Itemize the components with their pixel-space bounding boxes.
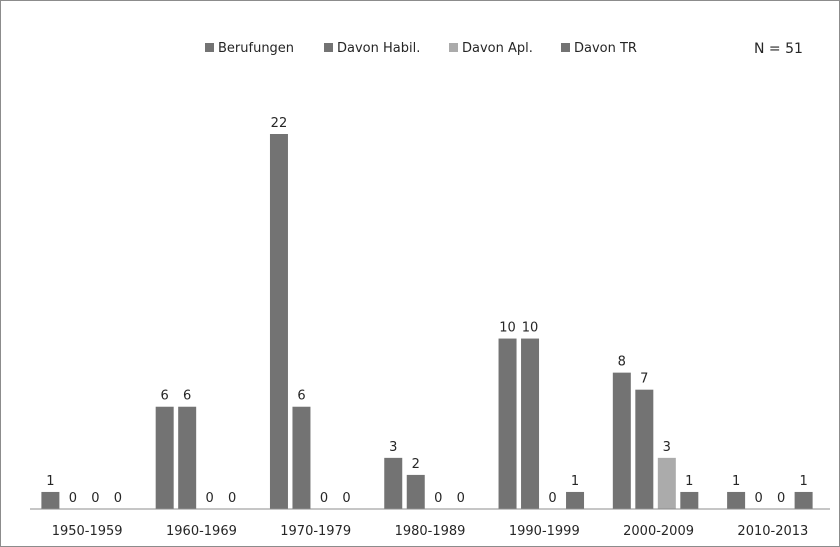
value-label-3-2010-2013: 0 (777, 491, 785, 506)
value-label-3-1980-1989: 0 (434, 491, 442, 506)
value-label-1-1980-1989: 3 (389, 440, 397, 455)
bar-1-1950-1959 (41, 491, 60, 509)
value-label-4-1950-1959: 0 (114, 491, 122, 506)
bar-1-1980-1989 (384, 457, 403, 509)
legend-label-3: Davon Apl. (462, 41, 533, 56)
legend-label-4: Davon TR (574, 41, 637, 56)
sample-size-annotation: N = 51 (754, 41, 803, 57)
x-tick-label: 2010-2013 (737, 524, 808, 539)
bars-layer (41, 134, 813, 509)
value-label-2-1970-1979: 6 (297, 389, 305, 404)
value-label-1-2010-2013: 1 (732, 474, 740, 489)
x-tick-label: 1950-1959 (52, 524, 123, 539)
value-label-3-1990-1999: 0 (548, 491, 556, 506)
value-label-1-1960-1969: 6 (161, 389, 169, 404)
value-label-4-1960-1969: 0 (228, 491, 236, 506)
value-label-2-1960-1969: 6 (183, 389, 191, 404)
value-label-1-1970-1979: 22 (271, 116, 288, 131)
bar-3-2000-2009 (657, 457, 676, 509)
value-label-4-2000-2009: 1 (685, 474, 693, 489)
legend-label-2: Davon Habil. (337, 41, 420, 56)
value-label-4-1990-1999: 1 (571, 474, 579, 489)
x-tick-labels-layer: 1950-1959 1960-1969 1970-1979 1980-1989 1990… (52, 524, 809, 539)
bar-4-2000-2009 (680, 491, 699, 509)
value-label-2-1950-1959: 0 (69, 491, 77, 506)
value-label-3-1970-1979: 0 (320, 491, 328, 506)
x-tick-label: 1960-1969 (166, 524, 237, 539)
value-label-4-1980-1989: 0 (457, 491, 465, 506)
bar-1-1990-1999 (498, 338, 517, 509)
legend-swatch-3 (449, 43, 458, 52)
value-label-3-1960-1969: 0 (206, 491, 214, 506)
bar-1-2010-2013 (727, 491, 746, 509)
value-label-2-1990-1999: 10 (522, 321, 539, 336)
legend-swatch-2 (324, 43, 333, 52)
legend-swatch-1 (205, 43, 214, 52)
bar-2-1970-1979 (292, 406, 311, 509)
bar-1-2000-2009 (612, 372, 631, 509)
bar-2-1990-1999 (521, 338, 540, 509)
value-label-2-1980-1989: 2 (412, 457, 420, 472)
x-tick-label: 1990-1999 (509, 524, 580, 539)
bar-1-1970-1979 (269, 134, 288, 509)
bar-2-2000-2009 (635, 389, 654, 509)
bar-2-1960-1969 (178, 406, 197, 509)
legend: Berufungen Davon Habil. Davon Apl. Davon TR (205, 41, 637, 56)
value-label-2-2000-2009: 7 (640, 372, 648, 387)
bar-1-1960-1969 (155, 406, 174, 509)
legend-swatch-4 (561, 43, 570, 52)
value-label-3-2000-2009: 3 (663, 440, 671, 455)
value-label-4-2010-2013: 1 (799, 474, 807, 489)
value-label-1-1990-1999: 10 (499, 321, 516, 336)
value-label-2-2010-2013: 0 (754, 491, 762, 506)
x-tick-label: 1980-1989 (395, 524, 466, 539)
value-label-4-1970-1979: 0 (342, 491, 350, 506)
bar-4-2010-2013 (794, 491, 813, 509)
x-tick-label: 2000-2009 (623, 524, 694, 539)
value-label-3-1950-1959: 0 (91, 491, 99, 506)
value-label-1-1950-1959: 1 (46, 474, 54, 489)
value-label-1-2000-2009: 8 (618, 355, 626, 370)
bar-4-1990-1999 (566, 491, 585, 509)
x-tick-label: 1970-1979 (280, 524, 351, 539)
legend-label-1: Berufungen (218, 41, 294, 56)
bar-2-1980-1989 (406, 474, 425, 509)
